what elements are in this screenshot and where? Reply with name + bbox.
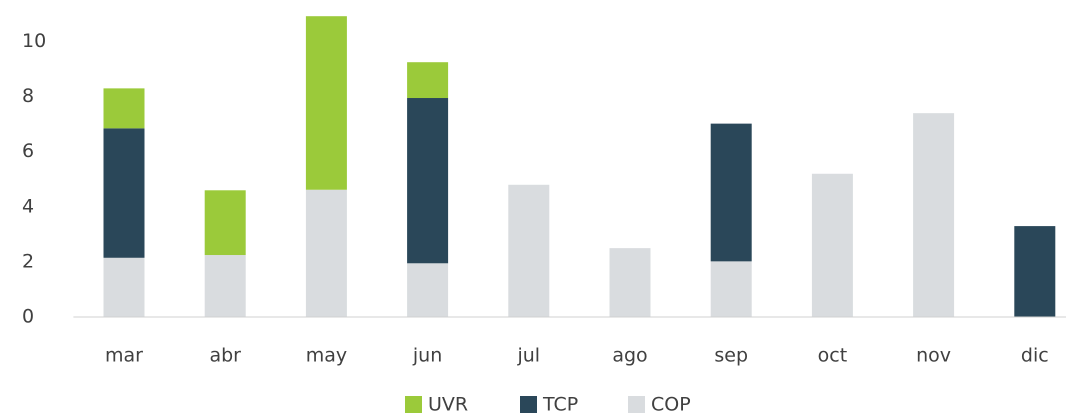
bar-segment xyxy=(407,263,449,317)
bar-segment xyxy=(204,255,246,317)
y-tick-label: 8 xyxy=(22,85,34,107)
x-tick-label: jun xyxy=(412,345,442,367)
x-tick-label: jul xyxy=(516,345,540,367)
legend-label: TCP xyxy=(542,394,578,415)
x-tick-label: oct xyxy=(818,345,848,367)
y-tick-label: 4 xyxy=(22,195,34,217)
bar-segment xyxy=(103,257,145,317)
bar-segment xyxy=(913,113,955,317)
x-tick-label: dic xyxy=(1021,345,1049,367)
legend-label: UVR xyxy=(428,394,468,415)
legend-swatch xyxy=(405,396,422,413)
x-tick-label: mar xyxy=(105,345,143,367)
bar-segment xyxy=(407,98,449,264)
bar-segment xyxy=(609,248,651,317)
bar-segment xyxy=(407,62,449,99)
y-tick-label: 2 xyxy=(22,250,34,272)
x-tick-label: sep xyxy=(714,345,748,367)
bar-segment xyxy=(103,88,145,129)
bar-segment xyxy=(305,16,347,190)
bar-segment xyxy=(204,190,246,256)
y-tick-label: 10 xyxy=(22,30,46,52)
legend-swatch xyxy=(520,396,537,413)
x-tick-label: nov xyxy=(916,345,951,367)
y-tick-label: 6 xyxy=(22,140,34,162)
legend-swatch xyxy=(628,396,645,413)
legend-label: COP xyxy=(651,394,691,415)
bar-segment xyxy=(811,173,853,317)
bar-segment xyxy=(305,189,347,317)
bar-segment xyxy=(1014,226,1056,317)
x-tick-label: ago xyxy=(612,345,647,367)
bar-segment xyxy=(710,123,752,262)
bar-segment xyxy=(710,261,752,317)
bar-segment xyxy=(103,128,145,258)
x-tick-label: abr xyxy=(209,345,241,367)
y-tick-label: 0 xyxy=(22,306,34,328)
x-tick-label: may xyxy=(306,345,347,367)
bar-segment xyxy=(508,184,550,317)
